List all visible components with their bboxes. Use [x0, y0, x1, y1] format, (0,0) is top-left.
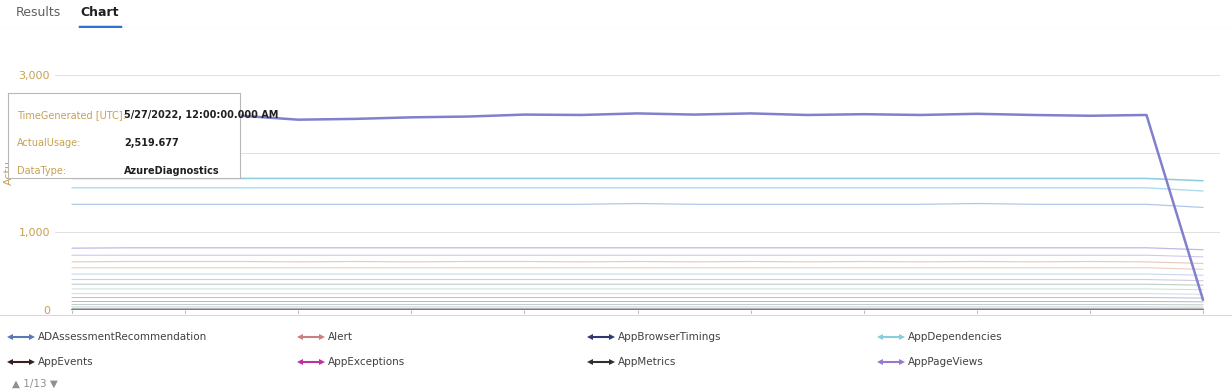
Text: Alert: Alert: [328, 332, 354, 342]
Text: AzureDiagnostics: AzureDiagnostics: [124, 166, 219, 176]
Text: ▲ 1/13 ▼: ▲ 1/13 ▼: [12, 379, 58, 389]
Text: 5/27/2022, 12:00:00.000 AM: 5/27/2022, 12:00:00.000 AM: [124, 110, 278, 120]
Text: TimeGenerated [UTC]:: TimeGenerated [UTC]:: [17, 110, 126, 120]
Text: ActualUsage:: ActualUsage:: [17, 138, 81, 148]
Y-axis label: Actu: Actu: [5, 160, 15, 185]
X-axis label: TimeGenerated [UTC]: TimeGenerated [UTC]: [573, 333, 701, 346]
Text: Chart: Chart: [81, 5, 120, 18]
Text: AppDependencies: AppDependencies: [908, 332, 1003, 342]
Text: Results: Results: [15, 5, 60, 18]
Text: AppPageViews: AppPageViews: [908, 357, 983, 367]
Text: 2,519.677: 2,519.677: [124, 138, 179, 148]
Text: AppMetrics: AppMetrics: [618, 357, 676, 367]
Text: DataType:: DataType:: [17, 166, 67, 176]
Text: AppExceptions: AppExceptions: [328, 357, 405, 367]
Text: AppBrowserTimings: AppBrowserTimings: [618, 332, 722, 342]
Text: ADAssessmentRecommendation: ADAssessmentRecommendation: [38, 332, 207, 342]
Text: AppEvents: AppEvents: [38, 357, 94, 367]
